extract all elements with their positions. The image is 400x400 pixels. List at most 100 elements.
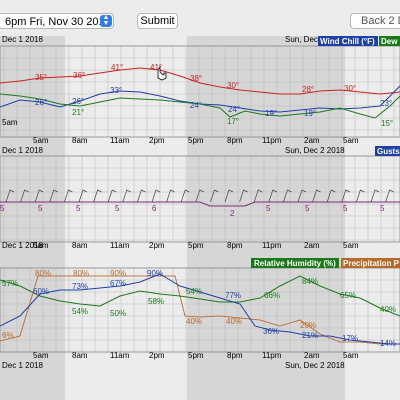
temp-hour-label: 11pm bbox=[262, 136, 282, 145]
humidity-label: 40% bbox=[380, 305, 396, 314]
temp-hour-label: 2am bbox=[304, 136, 320, 145]
humidity-hour-label: 8pm bbox=[227, 351, 243, 360]
temp-label: 36° bbox=[73, 71, 85, 80]
night-shading bbox=[0, 36, 345, 400]
humidity-blue-label: 77% bbox=[225, 291, 241, 300]
humidity-hour-label: 5am bbox=[33, 351, 49, 360]
humidity-panel: Relative Humidity (%) Precipitation P 80… bbox=[0, 258, 400, 370]
wind-barb bbox=[341, 189, 350, 203]
wind-hour-label: 5am bbox=[33, 241, 49, 250]
wind-date-right: Sun, Dec 2 2018 bbox=[285, 146, 345, 155]
temp-hour-label: 5am bbox=[33, 136, 49, 145]
wind-barb bbox=[326, 189, 336, 203]
precip-label: 80% bbox=[35, 269, 51, 278]
precip-label: 40% bbox=[186, 317, 202, 326]
temp-hour-label: 2pm bbox=[149, 136, 165, 145]
wind-speed-line bbox=[0, 201, 400, 207]
wind-hour-label: 11am bbox=[110, 241, 130, 250]
temp-date-left: Dec 1 2018 bbox=[2, 36, 43, 44]
temp-hour-label: 5pm bbox=[188, 136, 204, 145]
humidity-hour-label: 8am bbox=[72, 351, 88, 360]
wind-barb bbox=[5, 189, 15, 203]
humidity-line bbox=[0, 275, 400, 317]
wind-chill-label: 19° bbox=[304, 109, 316, 118]
wind-chill-label: 19° bbox=[265, 109, 277, 118]
temp-label: 41° bbox=[111, 63, 123, 72]
dew-label: 17° bbox=[227, 117, 239, 126]
humidity-blue-label: 17% bbox=[342, 334, 358, 343]
wind-hour-label: 5am bbox=[343, 241, 359, 250]
temp-date-right: Sun, Dec 2 bbox=[285, 36, 325, 44]
precip-label: 80% bbox=[73, 269, 89, 278]
humidity-label: 50% bbox=[110, 309, 126, 318]
humidity-blue-label: 36% bbox=[263, 327, 279, 336]
precip-label: 6% bbox=[2, 331, 14, 340]
humidity-hour-label: 2am bbox=[304, 351, 320, 360]
wind-barb bbox=[78, 189, 88, 203]
wind-panel: Dec 1 2018 Sun, Dec 2 2018 Gusts 5 5 5 5… bbox=[0, 146, 400, 250]
hand-cursor-icon bbox=[157, 65, 167, 81]
temp-label: 28° bbox=[302, 85, 314, 94]
humidity-label: 54% bbox=[72, 307, 88, 316]
humidity-hour-label: 5pm bbox=[188, 351, 204, 360]
precip-label: 20% bbox=[300, 321, 316, 330]
wind-barb bbox=[122, 189, 131, 203]
temp-hour-label: 8am bbox=[72, 136, 88, 145]
wind-barb bbox=[210, 189, 219, 203]
wind-chill-label: 26° bbox=[35, 98, 47, 107]
date-time-select[interactable]: 6pm Fri, Nov 30 2018 ▲ ▼ bbox=[0, 13, 114, 29]
wind-barb bbox=[166, 189, 175, 203]
back-button[interactable]: Back 2 D bbox=[350, 13, 400, 29]
wind-chill-label: 26° bbox=[72, 97, 84, 106]
wind-label: 5 bbox=[76, 204, 81, 213]
wind-label: 5 bbox=[305, 204, 310, 213]
wind-barb bbox=[93, 189, 102, 203]
humidity-blue-label: 90% bbox=[147, 269, 163, 278]
humidity-label: 84% bbox=[302, 277, 318, 286]
wind-label: 2 bbox=[230, 209, 235, 218]
humidity-blue-label: 67% bbox=[110, 279, 126, 288]
wind-barb bbox=[137, 189, 146, 203]
wind-barb bbox=[297, 189, 307, 203]
legend-gusts bbox=[375, 146, 400, 156]
wind-hour-label: 11pm bbox=[262, 241, 282, 250]
wind-barb bbox=[49, 189, 58, 203]
humidity-blue-line bbox=[0, 273, 400, 345]
precip-line-solid bbox=[0, 275, 400, 345]
legend-precip bbox=[341, 258, 400, 268]
temp-hour-label: 5am bbox=[343, 136, 359, 145]
submit-button[interactable]: Submit bbox=[137, 13, 178, 29]
wind-chill-label: 24° bbox=[190, 101, 202, 110]
temperature-line bbox=[0, 67, 400, 95]
humidity-hour-label: 11pm bbox=[262, 351, 282, 360]
temperature-panel: Dec 1 2018 Sun, Dec 2 Wind Chill (°F) De… bbox=[0, 36, 400, 145]
legend-precip-label: Precipitation P bbox=[343, 259, 400, 268]
wind-barb bbox=[268, 189, 277, 203]
date-time-select-value: 6pm Fri, Nov 30 2018 bbox=[5, 16, 111, 28]
toolbar: 6pm Fri, Nov 30 2018 ▲▼ Submit Back 2 D bbox=[0, 0, 400, 36]
temp-hour-label: 5am bbox=[2, 118, 18, 127]
wind-hour-label: 5pm bbox=[188, 241, 204, 250]
temp-label: 30° bbox=[227, 81, 239, 90]
legend-wind-chill bbox=[318, 36, 378, 46]
wind-barb bbox=[253, 189, 263, 203]
wind-hour-label: 2am bbox=[304, 241, 320, 250]
temp-label: 30° bbox=[344, 84, 356, 93]
wind-label: 5 bbox=[38, 204, 43, 213]
temp-label: 35° bbox=[35, 73, 47, 82]
dew-point-line bbox=[0, 93, 400, 119]
wind-barb bbox=[34, 189, 44, 203]
legend-gusts-label: Gusts bbox=[377, 147, 400, 156]
wind-barb bbox=[283, 189, 292, 203]
wind-date-left: Dec 1 2018 bbox=[2, 146, 43, 155]
humidity-label: 54% bbox=[186, 287, 202, 296]
temp-hour-label: 8pm bbox=[227, 136, 243, 145]
humidity-hour-label: 11am bbox=[110, 351, 130, 360]
legend-dew bbox=[379, 36, 400, 46]
humidity-label: 57% bbox=[2, 279, 18, 288]
legend-wind-chill-label: Wind Chill (°F) bbox=[320, 37, 375, 46]
wind-barb bbox=[370, 189, 380, 203]
legend-humidity bbox=[251, 258, 339, 268]
wind-label: 5 bbox=[343, 204, 348, 213]
wind-chill-label: 23° bbox=[380, 99, 392, 108]
